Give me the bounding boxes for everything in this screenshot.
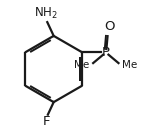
Text: Me: Me [122,60,137,70]
Text: P: P [102,46,110,59]
Text: Me: Me [74,60,90,70]
Text: O: O [104,20,115,33]
Text: NH$_2$: NH$_2$ [34,6,58,21]
Text: F: F [43,115,50,128]
